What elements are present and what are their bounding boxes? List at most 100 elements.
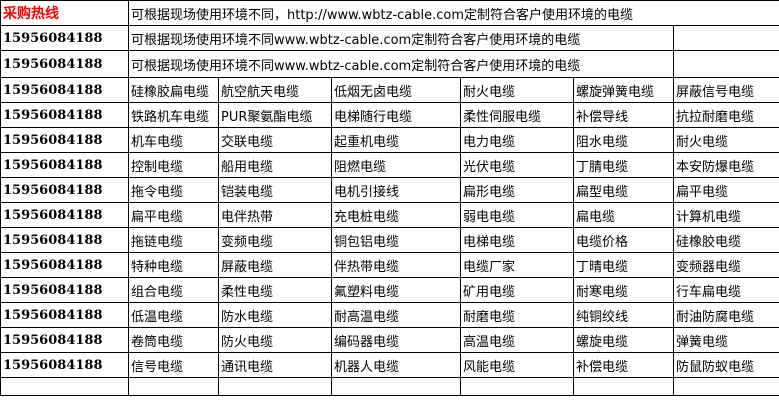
product-link[interactable]: 铁路机车电缆 <box>128 102 219 128</box>
product-link[interactable]: 耐火电缆 <box>460 77 574 103</box>
product-link[interactable]: 铠装电缆 <box>218 177 332 203</box>
intro-text: 可根据现场使用环境不同www.wbtz-cable.com定制符合客户使用环境的… <box>128 50 674 78</box>
product-link[interactable]: 拖令电缆 <box>128 177 219 203</box>
product-link[interactable]: 电伴热带 <box>218 202 332 228</box>
product-link[interactable]: 特种电缆 <box>128 252 219 278</box>
product-link[interactable]: 纯铜绞线 <box>573 302 674 328</box>
empty-cell <box>128 377 219 396</box>
product-link[interactable]: 阻燃电缆 <box>331 152 461 178</box>
product-link[interactable]: 电缆价格 <box>573 227 674 253</box>
product-link[interactable]: 电梯随行电缆 <box>331 102 461 128</box>
product-link[interactable]: 防火电缆 <box>218 327 332 353</box>
product-link[interactable]: 矿用电缆 <box>460 277 574 303</box>
product-link[interactable]: 起重机电缆 <box>331 127 461 153</box>
table-row: 15956084188 拖链电缆 变频电缆 铜包铝电缆 电梯电缆 电缆价格 硅橡胶电缆 <box>0 227 779 253</box>
table-row: 15956084188 卷筒电缆 防火电缆 编码器电缆 高温电缆 螺旋电缆 弹簧电缆 <box>0 327 779 353</box>
phone-number: 15956084188 <box>0 177 129 203</box>
product-link[interactable]: 船用电缆 <box>218 152 332 178</box>
product-link[interactable]: 铜包铝电缆 <box>331 227 461 253</box>
product-link[interactable]: 补偿导线 <box>573 102 674 128</box>
product-link[interactable]: 电梯电缆 <box>460 227 574 253</box>
product-link[interactable]: 防水电缆 <box>218 302 332 328</box>
product-link[interactable]: 弹簧电缆 <box>673 327 779 353</box>
product-link[interactable]: 低烟无卤电缆 <box>331 77 461 103</box>
hotline-label: 采购热线 <box>0 0 129 26</box>
product-link[interactable]: 航空航天电缆 <box>218 77 332 103</box>
product-link[interactable]: 硅橡胶电缆 <box>673 227 779 253</box>
product-link[interactable]: 抗拉耐磨电缆 <box>673 102 779 128</box>
product-link[interactable]: 机器人电缆 <box>331 352 461 378</box>
table-row: 15956084188 机车电缆 交联电缆 起重机电缆 电力电缆 阻水电缆 耐火电缆 <box>0 127 779 153</box>
product-link[interactable]: 螺旋弹簧电缆 <box>573 77 674 103</box>
product-link[interactable]: 耐油防腐电缆 <box>673 302 779 328</box>
product-link[interactable]: 信号电缆 <box>128 352 219 378</box>
product-link[interactable]: 柔性电缆 <box>218 277 332 303</box>
product-link[interactable]: 电力电缆 <box>460 127 574 153</box>
product-link[interactable]: 变频器电缆 <box>673 252 779 278</box>
product-link[interactable]: 耐高温电缆 <box>331 302 461 328</box>
table-row: 15956084188 扁平电缆 电伴热带 充电桩电缆 弱电电缆 扁电缆 计算机电缆 <box>0 202 779 228</box>
product-link[interactable]: 通讯电缆 <box>218 352 332 378</box>
empty-cell <box>673 25 779 51</box>
product-link[interactable]: PUR聚氨酯电缆 <box>218 102 332 128</box>
product-link[interactable]: 行车扁电缆 <box>673 277 779 303</box>
empty-cell <box>460 377 574 396</box>
product-link[interactable]: 本安防爆电缆 <box>673 152 779 178</box>
product-link[interactable]: 扁平电缆 <box>673 177 779 203</box>
product-link[interactable]: 光伏电缆 <box>460 152 574 178</box>
table-row: 15956084188 低温电缆 防水电缆 耐高温电缆 耐磨电缆 纯铜绞线 耐油防腐电缆 <box>0 302 779 328</box>
product-link[interactable]: 扁形电缆 <box>460 177 574 203</box>
empty-cell <box>673 50 779 78</box>
table-row: 15956084188 铁路机车电缆 PUR聚氨酯电缆 电梯随行电缆 柔性伺服电缆 补偿导… <box>0 102 779 128</box>
phone-number: 15956084188 <box>0 50 129 78</box>
product-link[interactable]: 充电桩电缆 <box>331 202 461 228</box>
product-link[interactable]: 丁晴电缆 <box>573 252 674 278</box>
product-link[interactable]: 组合电缆 <box>128 277 219 303</box>
table-row: 15956084188 信号电缆 通讯电缆 机器人电缆 风能电缆 补偿电缆 防鼠防蚁电缆 <box>0 352 779 378</box>
product-link[interactable]: 螺旋电缆 <box>573 327 674 353</box>
product-link[interactable]: 编码器电缆 <box>331 327 461 353</box>
product-link[interactable]: 耐磨电缆 <box>460 302 574 328</box>
product-link[interactable]: 电机引接线 <box>331 177 461 203</box>
product-link[interactable]: 氟塑料电缆 <box>331 277 461 303</box>
product-link[interactable]: 卷筒电缆 <box>128 327 219 353</box>
product-link[interactable]: 屏蔽信号电缆 <box>673 77 779 103</box>
product-link[interactable]: 丁腈电缆 <box>573 152 674 178</box>
table-row: 15956084188 控制电缆 船用电缆 阻燃电缆 光伏电缆 丁腈电缆 本安防爆电缆 <box>0 152 779 178</box>
product-link[interactable]: 变频电缆 <box>218 227 332 253</box>
phone-number: 15956084188 <box>0 302 129 328</box>
product-link[interactable]: 风能电缆 <box>460 352 574 378</box>
phone-number: 15956084188 <box>0 327 129 353</box>
phone-number: 15956084188 <box>0 25 129 51</box>
product-link[interactable]: 扁电缆 <box>573 202 674 228</box>
product-link[interactable]: 耐寒电缆 <box>573 277 674 303</box>
product-link[interactable]: 拖链电缆 <box>128 227 219 253</box>
intro-text: 可根据现场使用环境不同www.wbtz-cable.com定制符合客户使用环境的… <box>128 25 674 51</box>
product-link[interactable]: 计算机电缆 <box>673 202 779 228</box>
empty-cell <box>0 377 129 396</box>
product-link[interactable]: 柔性伺服电缆 <box>460 102 574 128</box>
product-link[interactable]: 高温电缆 <box>460 327 574 353</box>
empty-cell <box>673 377 779 396</box>
product-link[interactable]: 低温电缆 <box>128 302 219 328</box>
product-link[interactable]: 耐火电缆 <box>673 127 779 153</box>
product-link[interactable]: 电缆厂家 <box>460 252 574 278</box>
empty-cell <box>573 377 674 396</box>
product-link[interactable]: 扁型电缆 <box>573 177 674 203</box>
product-link[interactable]: 交联电缆 <box>218 127 332 153</box>
product-link[interactable]: 控制电缆 <box>128 152 219 178</box>
product-link[interactable]: 扁平电缆 <box>128 202 219 228</box>
table-row: 15956084188 特种电缆 屏蔽电缆 伴热带电缆 电缆厂家 丁晴电缆 变频器电缆 <box>0 252 779 278</box>
phone-number: 15956084188 <box>0 227 129 253</box>
product-link[interactable]: 屏蔽电缆 <box>218 252 332 278</box>
product-link[interactable]: 弱电电缆 <box>460 202 574 228</box>
product-link[interactable]: 防鼠防蚁电缆 <box>673 352 779 378</box>
product-link[interactable]: 硅橡胶扁电缆 <box>128 77 219 103</box>
product-link[interactable]: 补偿电缆 <box>573 352 674 378</box>
banner-text: 可根据现场使用环境不同，http://www.wbtz-cable.com定制符… <box>128 0 779 26</box>
product-link[interactable]: 阻水电缆 <box>573 127 674 153</box>
table-row: 15956084188 硅橡胶扁电缆 航空航天电缆 低烟无卤电缆 耐火电缆 螺旋弹簧电缆屏… <box>0 77 779 103</box>
phone-number: 15956084188 <box>0 252 129 278</box>
product-link[interactable]: 伴热带电缆 <box>331 252 461 278</box>
product-link[interactable]: 机车电缆 <box>128 127 219 153</box>
